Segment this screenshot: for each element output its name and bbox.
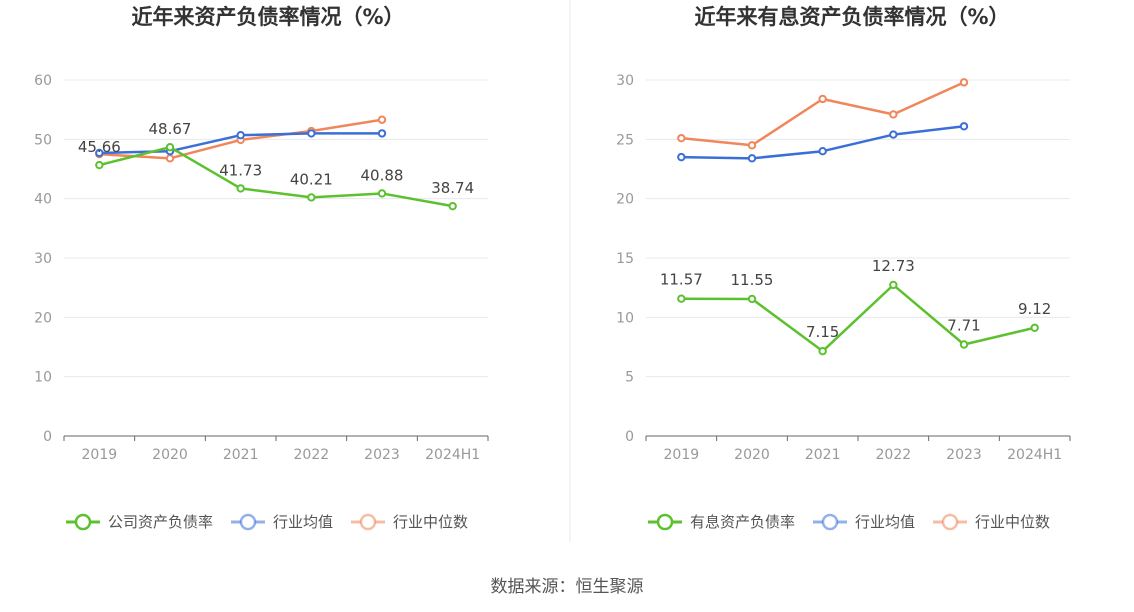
x-tick-label: 2020 (152, 447, 188, 463)
chart-title: 近年来资产负债率情况（%） (131, 5, 404, 29)
x-tick-label: 2024H1 (1007, 447, 1062, 463)
data-label: 38.74 (431, 179, 474, 197)
data-point (818, 147, 827, 156)
legend-label: 行业均值 (855, 513, 915, 531)
data-point (959, 122, 969, 131)
legend-swatch-marker (359, 513, 377, 531)
series-line (99, 145, 453, 208)
data-label: 45.66 (78, 138, 121, 156)
legend-label: 行业中位数 (393, 513, 468, 531)
x-tick-label: 2024H1 (425, 447, 480, 463)
y-tick-label: 10 (34, 370, 52, 386)
legend-item[interactable]: 有息资产负债率 (648, 513, 795, 531)
data-point (959, 340, 969, 349)
legend-item[interactable]: 行业中位数 (933, 513, 1050, 531)
data-label: 11.55 (731, 271, 774, 289)
x-tick-label: 2019 (664, 447, 700, 463)
data-point (677, 152, 686, 162)
x-tick-label: 2022 (294, 447, 330, 463)
data-point (889, 110, 898, 119)
data-label: 41.73 (219, 161, 262, 179)
x-tick-label: 2023 (946, 447, 982, 463)
legend-label: 公司资产负债率 (108, 513, 213, 531)
data-point (377, 189, 387, 198)
series-line (681, 283, 1035, 353)
data-point (165, 154, 175, 163)
x-tick-label: 2021 (223, 447, 259, 463)
series-0 (95, 143, 457, 211)
x-tick-label: 2020 (734, 447, 770, 463)
chart-interest-bearing-debt-ratio: 近年来有息资产负债率情况（%） 0 5 10 15 20 25 30 2019 2020 2021 2… (616, 5, 1071, 531)
data-point (1030, 323, 1039, 332)
x-tick-label: 2021 (805, 447, 841, 463)
data-point (818, 94, 827, 104)
source-note: 数据来源：恒生聚源 (491, 577, 644, 597)
data-point (377, 115, 387, 124)
series-line (681, 81, 965, 147)
series-1 (95, 129, 387, 158)
data-point (95, 148, 104, 158)
y-tick-label: 25 (616, 132, 634, 148)
legend-swatch-marker (239, 513, 257, 531)
legend-swatch-marker (656, 513, 674, 531)
y-tick-label: 30 (616, 73, 634, 89)
legend-item[interactable]: 行业均值 (813, 513, 915, 531)
legend-swatch-marker (74, 513, 92, 531)
data-point (747, 294, 757, 304)
y-tick-label: 50 (34, 132, 52, 148)
data-label: 7.71 (947, 317, 980, 335)
data-label: 9.12 (1018, 300, 1051, 318)
legend-swatch-marker (941, 513, 959, 531)
data-point (307, 193, 316, 202)
data-point (377, 129, 387, 138)
data-point (448, 201, 457, 211)
data-point (747, 141, 757, 150)
data-point (889, 130, 898, 139)
data-point (677, 133, 686, 143)
x-tick-label: 2022 (876, 447, 912, 463)
y-tick-label: 60 (34, 73, 52, 89)
y-tick-label: 40 (34, 192, 52, 208)
data-label: 11.57 (660, 271, 703, 289)
y-tick-label: 0 (625, 429, 634, 445)
y-tick-label: 10 (616, 310, 634, 326)
legend-label: 行业中位数 (975, 513, 1050, 531)
data-point (677, 294, 686, 303)
y-tick-label: 30 (34, 251, 52, 267)
series-1 (677, 122, 969, 163)
data-point (959, 78, 969, 87)
data-label: 40.21 (290, 170, 333, 188)
y-tick-label: 20 (616, 192, 634, 208)
chart-debt-ratio: 近年来资产负债率情况（%） 0 10 20 30 40 50 60 2019 2020 2021 20… (34, 5, 489, 531)
data-point (236, 130, 245, 140)
y-tick-label: 5 (625, 370, 634, 386)
legend-label: 行业均值 (273, 513, 333, 531)
series-2 (677, 78, 969, 150)
data-label: 12.73 (872, 257, 915, 275)
data-point (818, 346, 827, 356)
data-label: 7.15 (806, 323, 839, 341)
x-tick-label: 2023 (364, 447, 400, 463)
y-tick-label: 20 (34, 310, 52, 326)
y-tick-label: 15 (616, 251, 634, 267)
x-tick-label: 2019 (82, 447, 118, 463)
legend-item[interactable]: 行业中位数 (351, 513, 468, 531)
data-point (95, 160, 104, 170)
series-0 (677, 280, 1039, 356)
legend-item[interactable]: 行业均值 (231, 513, 333, 531)
data-point (165, 143, 175, 152)
data-point (307, 129, 316, 138)
legend-swatch-marker (821, 513, 839, 531)
data-point (889, 280, 898, 290)
y-tick-label: 0 (43, 429, 52, 445)
data-point (236, 184, 245, 193)
data-label: 48.67 (149, 120, 192, 138)
legend-item[interactable]: 公司资产负债率 (66, 513, 213, 531)
data-label: 40.88 (361, 166, 404, 184)
chart-title: 近年来有息资产负债率情况（%） (694, 5, 1009, 29)
data-point (747, 154, 757, 163)
legend-label: 有息资产负债率 (690, 513, 795, 531)
